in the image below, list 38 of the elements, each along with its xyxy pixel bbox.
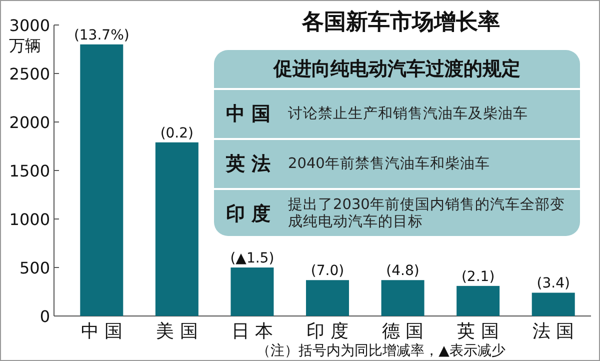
- y-tick-label: 1500: [9, 162, 50, 180]
- annotation: 中 国: [225, 102, 272, 127]
- annotation: 2040年前禁售汽油车和柴油车: [288, 156, 491, 172]
- x-tick-label: 印 度: [306, 321, 348, 342]
- annotation: (3.4): [536, 276, 570, 292]
- annotation: (4.8): [386, 263, 420, 280]
- annotation: (0.2): [160, 125, 194, 142]
- x-tick-label: 中 国: [80, 321, 123, 342]
- annotation: (▲1.5): [230, 250, 274, 266]
- y-axis-title: 万辆: [9, 36, 41, 55]
- text: 促进向纯电动汽车过渡的规定: [214, 50, 580, 90]
- text: （注）括号内为同比增减率，▲表示减少: [256, 343, 506, 359]
- x-tick-label: 德 国: [382, 321, 424, 342]
- annotation: 提出了2030年前使国内销售的汽车全部变成纯电动汽车的目标: [288, 197, 566, 231]
- annotation: (2.1): [461, 268, 495, 285]
- x-tick-label: 美 国: [156, 321, 198, 342]
- y-tick-label: 3000: [9, 16, 50, 35]
- y-tick-label: 2000: [9, 113, 50, 132]
- bar: [80, 44, 124, 316]
- y-tick-label: 1000: [9, 210, 50, 229]
- bar: [230, 268, 274, 316]
- annotation: (13.7%): [74, 27, 130, 44]
- annotation: 英 法: [224, 152, 272, 177]
- annotation: (7.0): [310, 263, 344, 280]
- x-tick-label: 法 国: [532, 321, 574, 342]
- x-tick-label: 英 国: [457, 321, 499, 342]
- chart-title: 各国新车市场增长率: [301, 9, 500, 35]
- bar: [381, 280, 424, 316]
- y-tick-label: 500: [19, 258, 50, 278]
- y-tick-label: 0: [40, 307, 50, 326]
- bar: [306, 280, 349, 316]
- x-tick-label: 日 本: [231, 321, 274, 342]
- bar: [532, 292, 575, 316]
- annotation: 印 度: [225, 202, 272, 227]
- bar: [155, 142, 198, 316]
- y-tick-label: 2500: [9, 64, 50, 84]
- annotation: 讨论禁止生产和销售汽油车及柴油车: [288, 106, 529, 122]
- bar: [456, 286, 500, 316]
